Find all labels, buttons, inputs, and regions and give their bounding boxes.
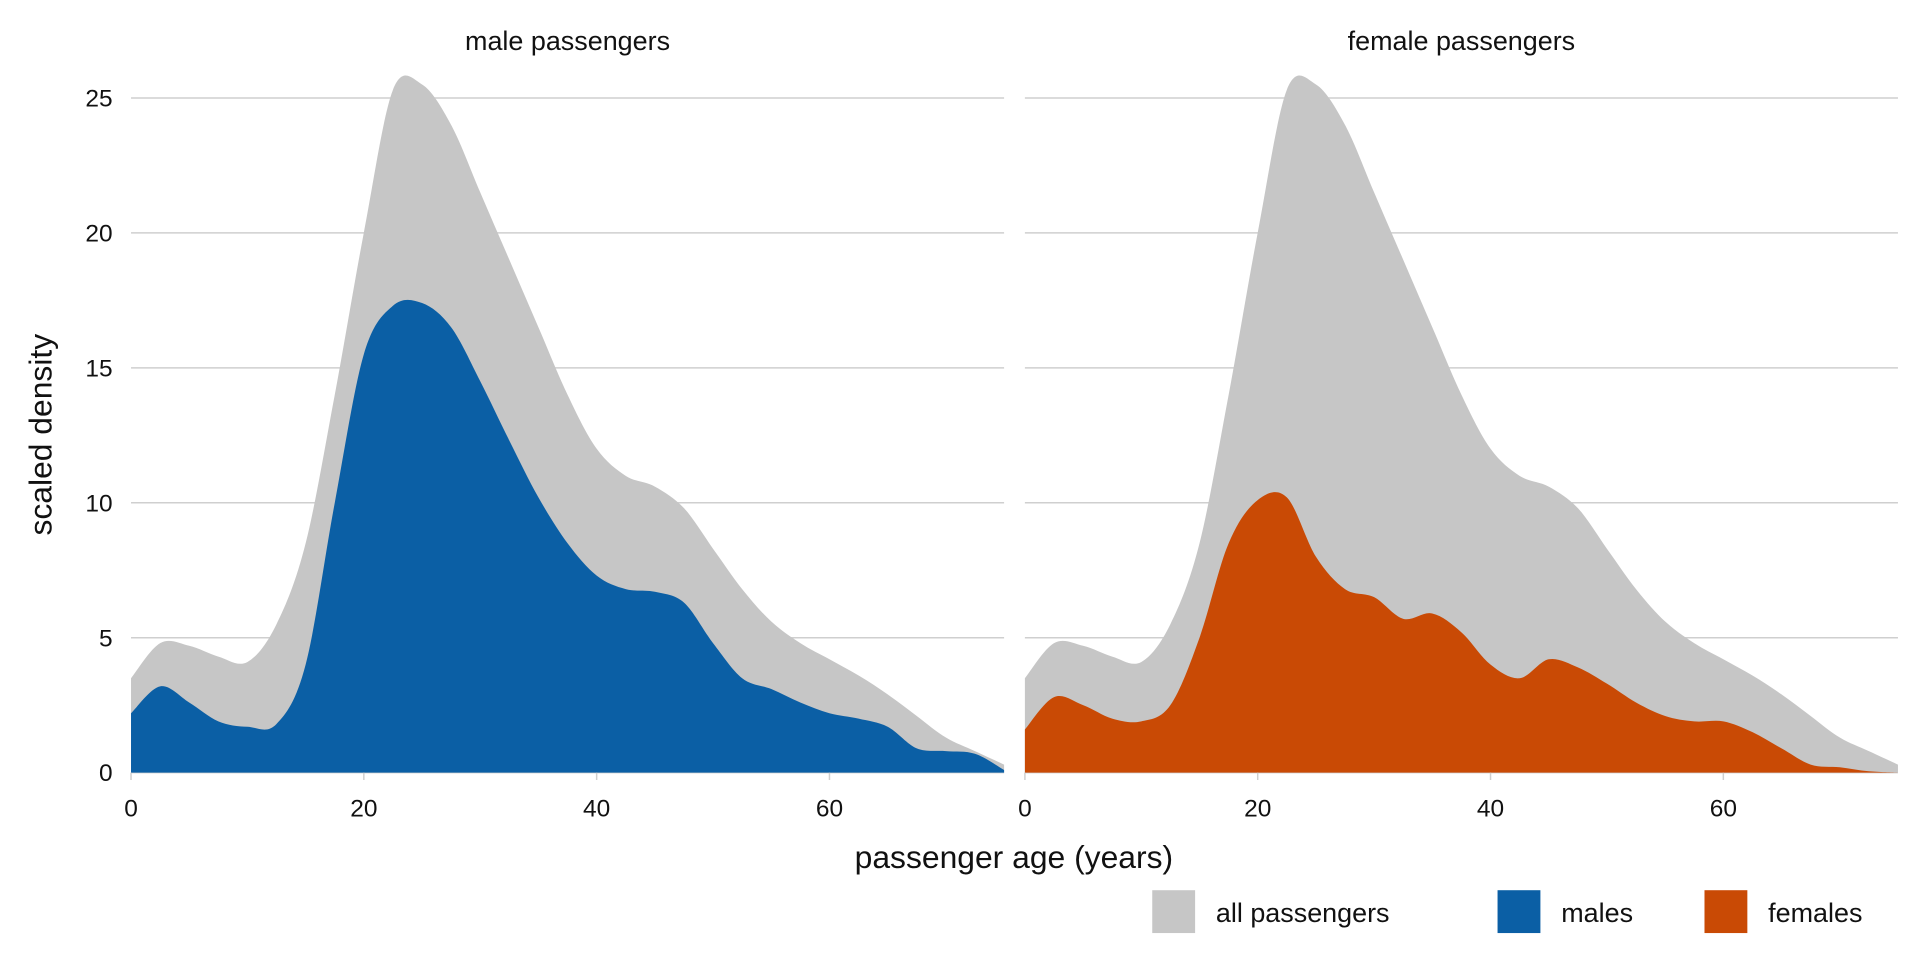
panel-title: female passengers [1348, 26, 1575, 56]
legend-label: all passengers [1216, 898, 1390, 928]
legend: all passengers males females [1152, 890, 1862, 934]
legend-swatch [1497, 890, 1541, 934]
x-axis-title: passenger age (years) [855, 839, 1173, 875]
legend-label: females [1768, 898, 1862, 928]
legend-label: males [1561, 898, 1633, 928]
area-males [131, 299, 1005, 773]
x-tick-label: 0 [124, 796, 138, 823]
x-tick-label: 0 [1018, 796, 1032, 823]
x-tick-label: 40 [1477, 796, 1504, 823]
x-tick-label: 20 [1244, 796, 1271, 823]
y-axis-title: scaled density [22, 334, 58, 536]
panel-females: 0 20 40 60 female passengers [1018, 26, 1898, 823]
x-tick-label: 60 [816, 796, 843, 823]
x-tick-label: 60 [1710, 796, 1737, 823]
panel-title: male passengers [465, 26, 670, 56]
y-tick-label: 25 [85, 86, 112, 113]
y-tick-label: 10 [85, 490, 112, 517]
legend-swatch [1152, 890, 1196, 934]
y-tick-label: 5 [99, 625, 113, 652]
panel-males: 0 5 10 15 20 25 0 20 40 60 male passengers [85, 26, 1005, 823]
x-tick-label: 40 [583, 796, 610, 823]
y-tick-label: 0 [99, 760, 113, 787]
legend-swatch [1704, 890, 1748, 934]
y-tick-label: 15 [85, 355, 112, 382]
y-tick-label: 20 [85, 220, 112, 247]
x-tick-label: 20 [350, 796, 377, 823]
area-females [1024, 492, 1898, 773]
